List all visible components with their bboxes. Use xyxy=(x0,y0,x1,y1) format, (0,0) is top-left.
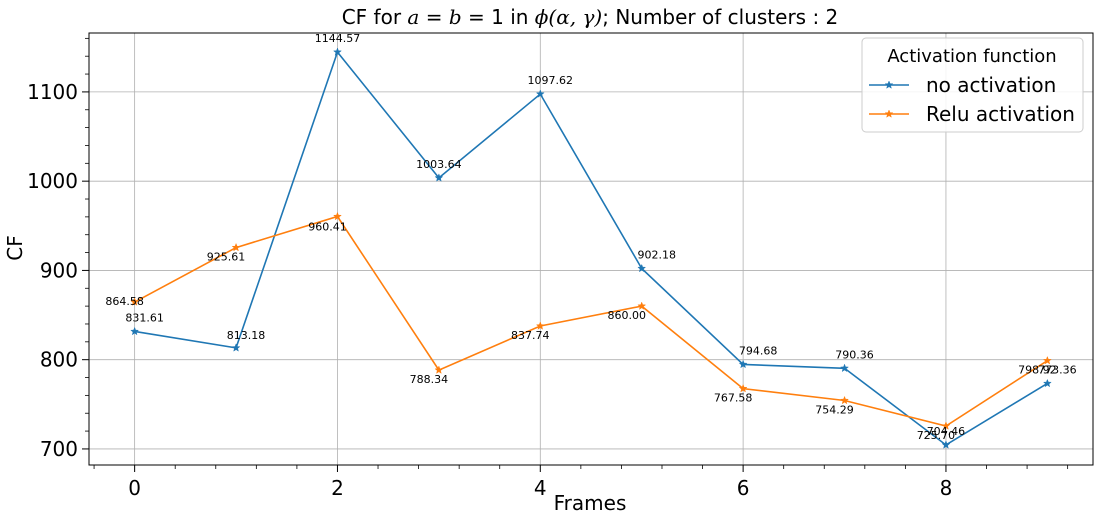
legend-item: Relu activation xyxy=(869,102,1075,126)
chart-title: CF for a = b = 1 in ϕ(α, γ); Number of c… xyxy=(342,5,839,29)
y-tick-label: 700 xyxy=(40,437,78,461)
data-label: 725.70 xyxy=(917,429,956,442)
data-point xyxy=(231,242,241,252)
data-point xyxy=(840,363,850,373)
data-point xyxy=(1042,355,1052,365)
x-tick-label: 8 xyxy=(940,476,953,500)
legend-label: Relu activation xyxy=(926,102,1075,126)
legend-box xyxy=(861,37,1084,133)
data-point xyxy=(637,301,647,310)
data-label: 788.34 xyxy=(410,373,449,386)
data-point xyxy=(434,173,444,182)
data-label: 790.36 xyxy=(835,348,874,361)
data-point xyxy=(738,359,748,369)
y-axis-label: CF xyxy=(3,235,27,260)
data-label: 960.41 xyxy=(308,221,347,234)
axis-ticks: 0 2 4 6 8 700 800 900 1000 1100 xyxy=(27,37,1069,500)
legend-marker xyxy=(884,109,894,118)
plot-frame xyxy=(88,32,1094,466)
data-point xyxy=(941,440,951,449)
x-tick-label: 4 xyxy=(534,476,547,500)
x-axis-label: Frames xyxy=(554,491,627,515)
y-tick-label: 1100 xyxy=(27,80,78,104)
data-labels: 831.61 813.18 1144.57 1003.64 1097.62 902.18 7… xyxy=(105,32,1076,442)
data-point xyxy=(434,365,444,374)
legend-title: Activation function xyxy=(887,46,1056,67)
data-label: 1097.62 xyxy=(528,74,574,87)
series-line-no-activation xyxy=(134,50,1048,446)
legend: Activation function no activation Relu ac… xyxy=(861,37,1084,133)
y-tick-label: 900 xyxy=(40,258,78,282)
data-label: 925.61 xyxy=(207,251,246,264)
data-point xyxy=(130,297,140,306)
legend-marker xyxy=(884,80,894,89)
data-point xyxy=(1042,378,1052,388)
y-tick-label: 1000 xyxy=(27,169,78,193)
series-group xyxy=(130,47,1052,449)
data-label: 831.61 xyxy=(125,311,164,324)
legend-item: no activation xyxy=(869,73,1056,97)
data-label: 773.36 xyxy=(1038,363,1077,376)
data-label: 864.58 xyxy=(105,295,144,308)
data-label: 1144.57 xyxy=(315,32,361,45)
data-label: 1003.64 xyxy=(416,158,462,171)
y-tick-label: 800 xyxy=(40,348,78,372)
x-tick-label: 6 xyxy=(737,476,750,500)
data-label: 813.18 xyxy=(227,329,266,342)
data-point xyxy=(535,89,545,98)
data-point xyxy=(231,343,241,352)
data-point xyxy=(738,383,748,393)
data-point xyxy=(130,326,140,336)
data-point xyxy=(332,211,342,221)
data-point xyxy=(941,421,951,430)
x-tick-label: 2 xyxy=(331,476,344,500)
legend-label: no activation xyxy=(926,73,1056,97)
data-point xyxy=(840,395,850,405)
data-point xyxy=(535,321,545,330)
data-point xyxy=(332,47,342,56)
data-label: 860.00 xyxy=(607,309,646,322)
data-label: 837.74 xyxy=(511,329,550,342)
data-label: 767.58 xyxy=(714,392,753,405)
x-tick-label: 0 xyxy=(128,476,141,500)
data-label: 794.68 xyxy=(739,344,778,357)
data-label: 704.46 xyxy=(927,425,966,438)
data-label: 902.18 xyxy=(637,248,676,261)
data-label: 798.92 xyxy=(1018,364,1057,377)
series-line-relu-activation xyxy=(134,215,1048,427)
data-point xyxy=(637,263,647,273)
data-label: 754.29 xyxy=(815,403,854,416)
